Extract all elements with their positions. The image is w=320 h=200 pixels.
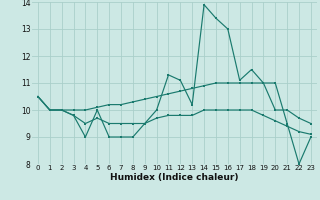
- X-axis label: Humidex (Indice chaleur): Humidex (Indice chaleur): [110, 173, 239, 182]
